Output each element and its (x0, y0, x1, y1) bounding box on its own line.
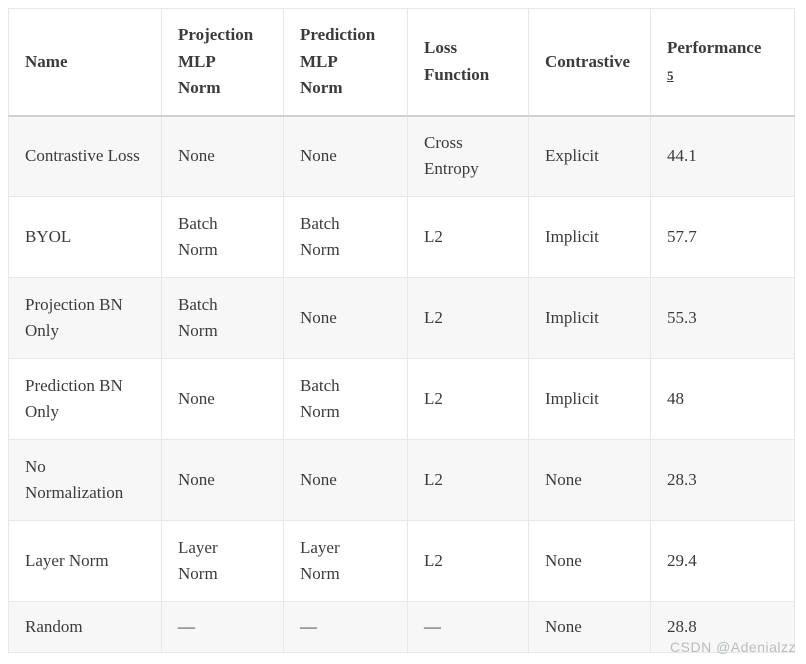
table-cell: L2 (407, 439, 529, 521)
table-cell: Prediction BN Only (8, 358, 162, 440)
column-header-projection-mlp-norm: Projection MLP Norm (161, 8, 284, 117)
table-body: Contrastive Loss None None Cross Entropy Exp… (8, 115, 795, 654)
table-cell: None (528, 439, 651, 521)
table-cell: Batch Norm (283, 358, 408, 440)
table-cell: Random (8, 600, 162, 654)
ablation-results-table: Name Projection MLP Norm Prediction MLP … (8, 8, 795, 654)
table-cell: None (528, 520, 651, 602)
column-header-contrastive: Contrastive (528, 8, 651, 117)
table-cell: None (283, 277, 408, 359)
column-header-label: Name (25, 51, 68, 71)
header-row: Name Projection MLP Norm Prediction MLP … (8, 8, 795, 117)
table-row: Random — — — None 28.8 (8, 600, 795, 654)
table-cell: L2 (407, 358, 529, 440)
table-cell: — (283, 600, 408, 654)
column-header-label: Performance (667, 38, 762, 58)
table-cell: None (283, 439, 408, 521)
table-cell: 28.3 (650, 439, 795, 521)
results-table-container: Name Projection MLP Norm Prediction MLP … (8, 8, 795, 654)
table-row: Prediction BN Only None Batch Norm L2 Implic… (8, 358, 795, 440)
table-cell: BYOL (8, 196, 162, 278)
table-cell: None (283, 115, 408, 197)
table-cell: Batch Norm (283, 196, 408, 278)
column-header-performance: Performance 5 (650, 8, 795, 117)
table-row: Layer Norm Layer Norm Layer Norm L2 None 29.4 (8, 520, 795, 602)
performance-footnote-link[interactable]: 5 (667, 67, 674, 83)
table-cell: — (161, 600, 284, 654)
table-cell: None (161, 358, 284, 440)
column-header-label: Projection MLP Norm (178, 25, 254, 97)
table-cell: Implicit (528, 358, 651, 440)
table-cell: 48 (650, 358, 795, 440)
table-cell: L2 (407, 196, 529, 278)
table-cell: Projection BN Only (8, 277, 162, 359)
column-header-loss-function: Loss Function (407, 8, 529, 117)
table-cell: 44.1 (650, 115, 795, 197)
table-cell: Batch Norm (161, 196, 284, 278)
column-header-label: Contrastive (545, 51, 630, 71)
table-cell: — (407, 600, 529, 654)
table-cell: Batch Norm (161, 277, 284, 359)
table-header: Name Projection MLP Norm Prediction MLP … (8, 8, 795, 117)
column-header-name: Name (8, 8, 162, 117)
table-cell: Implicit (528, 277, 651, 359)
column-header-label: Prediction MLP Norm (300, 25, 376, 97)
table-row: BYOL Batch Norm Batch Norm L2 Implicit 57.7 (8, 196, 795, 278)
table-cell: None (528, 600, 651, 654)
table-cell: Layer Norm (161, 520, 284, 602)
table-row: Contrastive Loss None None Cross Entropy Exp… (8, 115, 795, 197)
table-cell: 55.3 (650, 277, 795, 359)
table-cell: Implicit (528, 196, 651, 278)
table-cell: 28.8 (650, 600, 795, 654)
table-cell: L2 (407, 277, 529, 359)
table-cell: None (161, 115, 284, 197)
table-row: No Normalization None None L2 None 28.3 (8, 439, 795, 521)
table-cell: None (161, 439, 284, 521)
table-cell: L2 (407, 520, 529, 602)
table-cell: Layer Norm (8, 520, 162, 602)
table-cell: Explicit (528, 115, 651, 197)
table-cell: 29.4 (650, 520, 795, 602)
column-header-label: Loss Function (424, 38, 490, 84)
table-row: Projection BN Only Batch Norm None L2 Implic… (8, 277, 795, 359)
table-cell: Cross Entropy (407, 115, 529, 197)
table-cell: Layer Norm (283, 520, 408, 602)
table-cell: Contrastive Loss (8, 115, 162, 197)
table-cell: No Normalization (8, 439, 162, 521)
column-header-prediction-mlp-norm: Prediction MLP Norm (283, 8, 408, 117)
table-cell: 57.7 (650, 196, 795, 278)
